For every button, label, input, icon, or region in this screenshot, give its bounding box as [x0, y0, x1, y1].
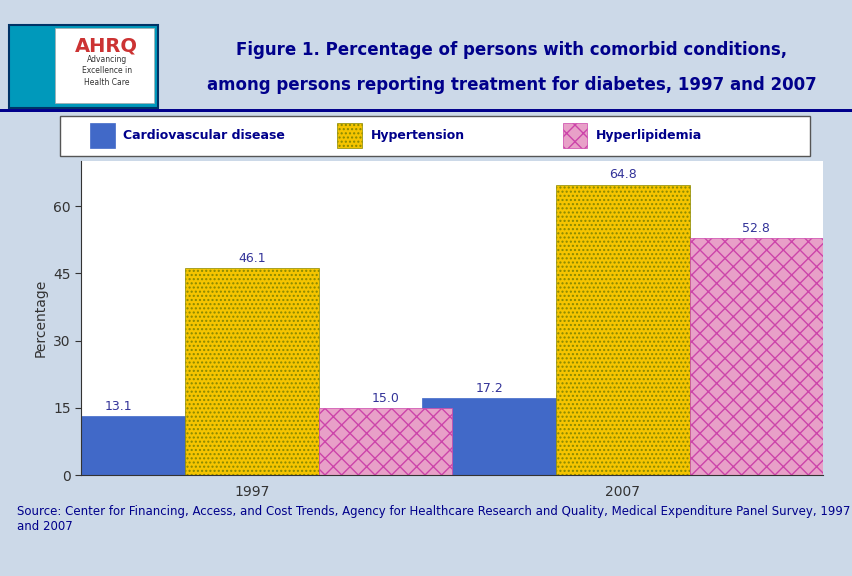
Text: Advancing
Excellence in
Health Care: Advancing Excellence in Health Care: [82, 55, 131, 87]
Text: 13.1: 13.1: [104, 400, 132, 414]
Bar: [688, 238, 822, 475]
FancyBboxPatch shape: [55, 28, 153, 103]
Bar: [556, 184, 688, 475]
Bar: [337, 123, 362, 149]
Text: 15.0: 15.0: [371, 392, 399, 405]
Bar: [422, 398, 556, 475]
Bar: [318, 408, 452, 475]
Text: Hyperlipidemia: Hyperlipidemia: [595, 130, 701, 142]
Text: AHRQ: AHRQ: [75, 36, 138, 55]
Bar: [185, 268, 318, 475]
Y-axis label: Percentage: Percentage: [33, 279, 48, 357]
Text: Hypertension: Hypertension: [370, 130, 464, 142]
FancyBboxPatch shape: [60, 116, 809, 156]
Text: 46.1: 46.1: [238, 252, 265, 266]
Text: Cardiovascular disease: Cardiovascular disease: [123, 130, 285, 142]
Text: Source: Center for Financing, Access, and Cost Trends, Agency for Healthcare Res: Source: Center for Financing, Access, an…: [17, 505, 849, 533]
Text: 17.2: 17.2: [475, 382, 503, 395]
Text: 52.8: 52.8: [741, 222, 769, 235]
Bar: [562, 123, 587, 149]
Bar: [89, 123, 114, 149]
FancyBboxPatch shape: [9, 25, 158, 108]
Text: among persons reporting treatment for diabetes, 1997 and 2007: among persons reporting treatment for di…: [207, 75, 815, 94]
Bar: [51, 416, 185, 475]
Text: Figure 1. Percentage of persons with comorbid conditions,: Figure 1. Percentage of persons with com…: [236, 41, 786, 59]
Text: 64.8: 64.8: [608, 168, 636, 181]
